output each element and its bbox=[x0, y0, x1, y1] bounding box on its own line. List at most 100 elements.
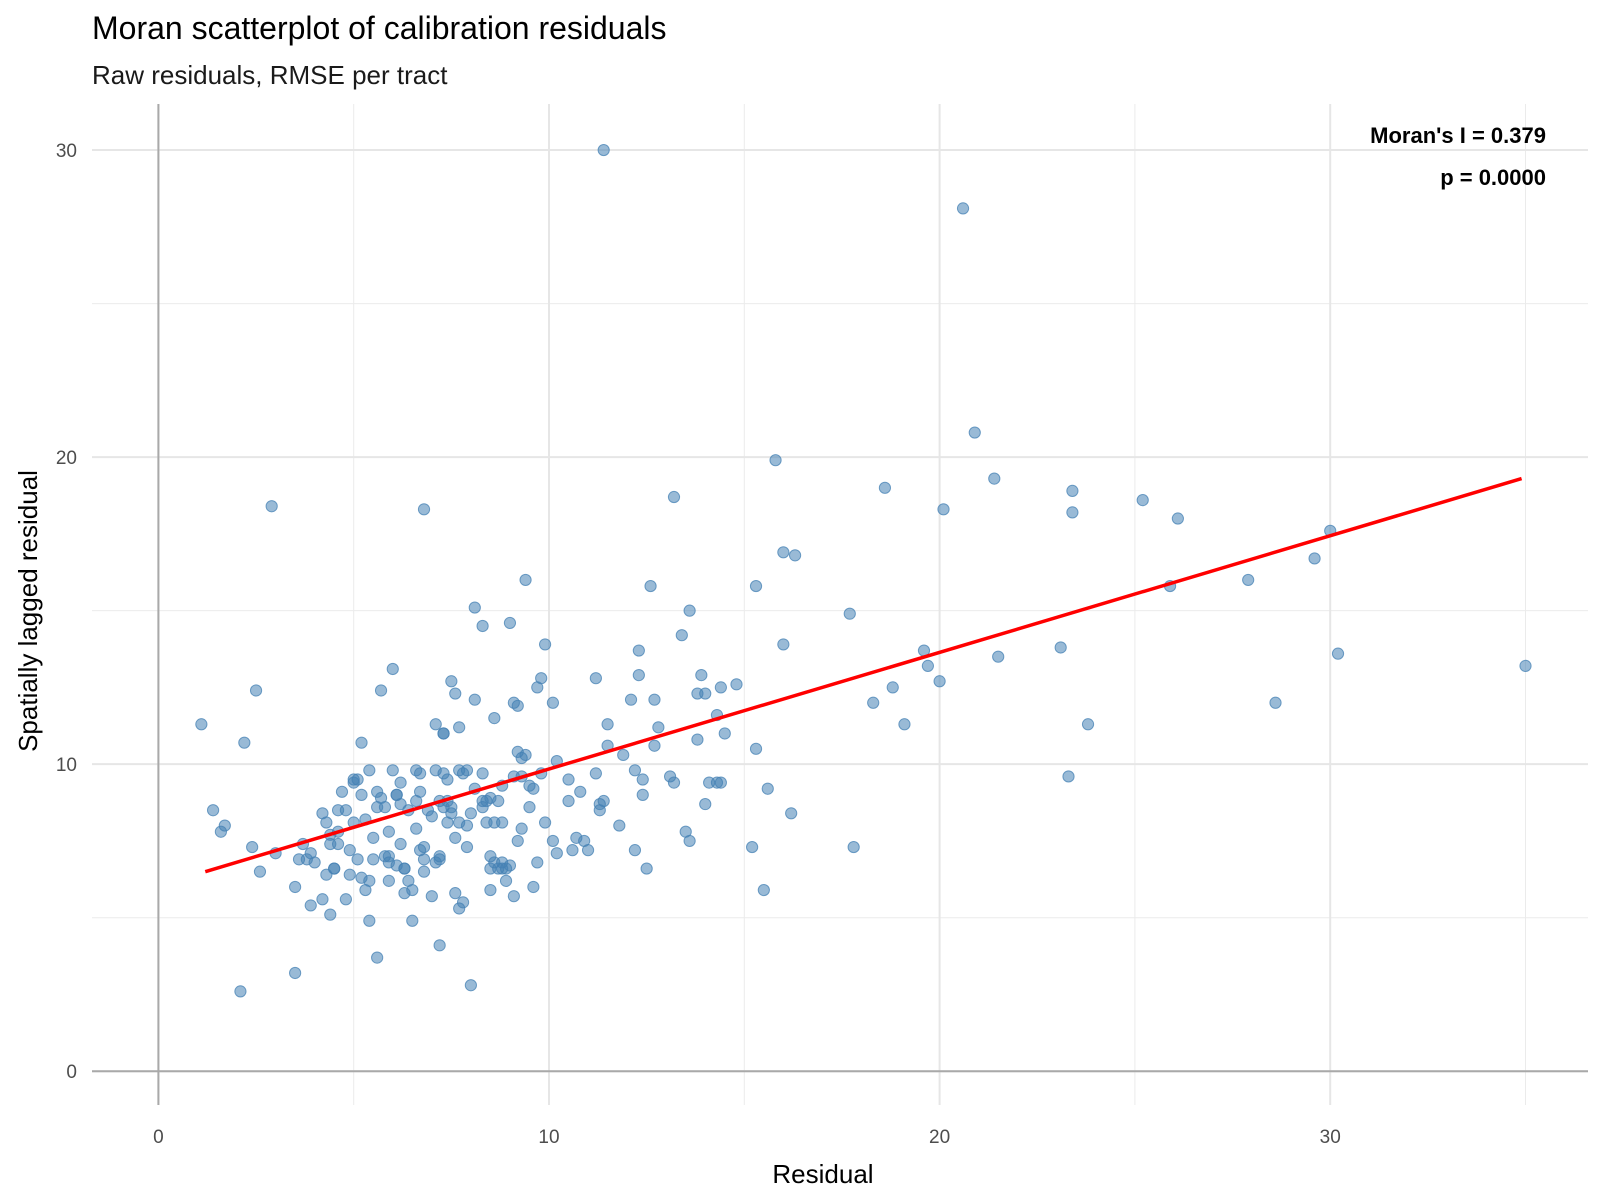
data-points bbox=[195, 143, 1532, 998]
data-point bbox=[238, 736, 251, 749]
data-point bbox=[648, 693, 661, 706]
data-point bbox=[788, 549, 802, 562]
data-point bbox=[394, 837, 407, 851]
chart-title: Moran scatterplot of calibration residua… bbox=[92, 10, 667, 46]
data-point bbox=[785, 807, 798, 820]
x-axis-ticks: 0 10 20 30 bbox=[153, 1127, 1341, 1148]
data-point bbox=[406, 914, 419, 927]
data-point bbox=[343, 844, 356, 857]
data-point bbox=[484, 850, 497, 863]
data-point bbox=[550, 847, 563, 860]
data-point bbox=[749, 579, 763, 593]
data-point bbox=[320, 868, 333, 881]
data-point bbox=[1066, 506, 1079, 519]
data-point bbox=[777, 546, 790, 559]
data-point bbox=[488, 816, 501, 829]
data-point bbox=[503, 616, 517, 630]
data-point bbox=[749, 742, 763, 755]
data-point bbox=[847, 840, 860, 854]
data-point bbox=[1066, 484, 1079, 497]
data-point bbox=[1081, 718, 1095, 731]
data-point bbox=[304, 847, 317, 860]
data-point bbox=[683, 834, 696, 848]
data-point bbox=[640, 862, 653, 875]
data-point bbox=[1269, 696, 1282, 709]
data-point bbox=[417, 503, 431, 516]
data-point bbox=[382, 825, 395, 838]
regression-line-group bbox=[204, 476, 1523, 874]
data-point bbox=[367, 853, 380, 866]
data-point bbox=[433, 939, 446, 952]
x-tick-label: 0 bbox=[153, 1127, 164, 1148]
data-point bbox=[691, 733, 704, 746]
data-point bbox=[417, 865, 431, 878]
data-point bbox=[1171, 512, 1184, 525]
data-point bbox=[289, 880, 302, 894]
data-point bbox=[718, 727, 731, 740]
data-point bbox=[601, 718, 614, 731]
data-point bbox=[343, 868, 356, 881]
data-point bbox=[386, 764, 399, 777]
data-point bbox=[429, 764, 442, 777]
x-tick-label: 10 bbox=[538, 1127, 559, 1148]
data-point bbox=[538, 816, 552, 829]
data-point bbox=[636, 773, 649, 786]
data-point bbox=[363, 764, 376, 777]
data-point bbox=[394, 797, 407, 811]
data-point bbox=[898, 718, 911, 731]
x-axis-title: Residual bbox=[772, 1159, 873, 1189]
data-point bbox=[546, 696, 560, 709]
data-point bbox=[511, 699, 524, 712]
data-point bbox=[507, 890, 520, 903]
data-point bbox=[265, 500, 278, 513]
data-point bbox=[578, 834, 591, 848]
data-point bbox=[699, 797, 712, 811]
minor-gridlines bbox=[92, 104, 1588, 1105]
data-point bbox=[460, 840, 474, 854]
data-point bbox=[714, 681, 727, 694]
data-point bbox=[347, 773, 360, 786]
data-point bbox=[527, 880, 540, 894]
chart-subtitle: Raw residuals, RMSE per tract bbox=[92, 60, 448, 90]
data-point bbox=[1519, 659, 1532, 673]
data-point bbox=[593, 804, 606, 817]
data-point bbox=[331, 804, 345, 817]
data-point bbox=[538, 638, 552, 651]
data-point bbox=[667, 490, 681, 504]
data-point bbox=[476, 619, 489, 633]
data-point bbox=[937, 503, 950, 516]
data-point bbox=[449, 831, 462, 844]
data-point bbox=[714, 776, 727, 789]
data-point bbox=[417, 853, 431, 866]
data-point bbox=[566, 844, 579, 857]
data-point bbox=[574, 785, 587, 798]
data-point bbox=[441, 773, 454, 786]
p-value-annotation: p = 0.0000 bbox=[1440, 165, 1546, 190]
major-gridlines bbox=[92, 104, 1588, 1105]
data-point bbox=[449, 887, 462, 900]
data-point bbox=[1136, 494, 1149, 507]
data-point bbox=[339, 893, 352, 906]
data-point bbox=[289, 966, 302, 980]
y-axis-title: Spatially lagged residual bbox=[13, 470, 43, 752]
data-point bbox=[453, 816, 466, 829]
data-point bbox=[683, 604, 696, 617]
data-point bbox=[453, 764, 466, 777]
data-point bbox=[476, 767, 489, 780]
y-tick-label: 30 bbox=[56, 141, 77, 162]
data-point bbox=[589, 767, 602, 780]
data-point bbox=[886, 681, 899, 694]
data-point bbox=[335, 785, 349, 798]
data-point bbox=[613, 819, 626, 832]
data-point bbox=[355, 736, 368, 749]
data-point bbox=[1308, 552, 1321, 565]
data-point bbox=[499, 874, 513, 887]
data-point bbox=[511, 834, 524, 848]
data-point bbox=[523, 779, 536, 792]
data-point bbox=[246, 840, 259, 854]
data-point bbox=[234, 985, 247, 998]
data-point bbox=[195, 718, 208, 731]
data-point bbox=[304, 899, 317, 912]
data-point bbox=[843, 607, 856, 620]
